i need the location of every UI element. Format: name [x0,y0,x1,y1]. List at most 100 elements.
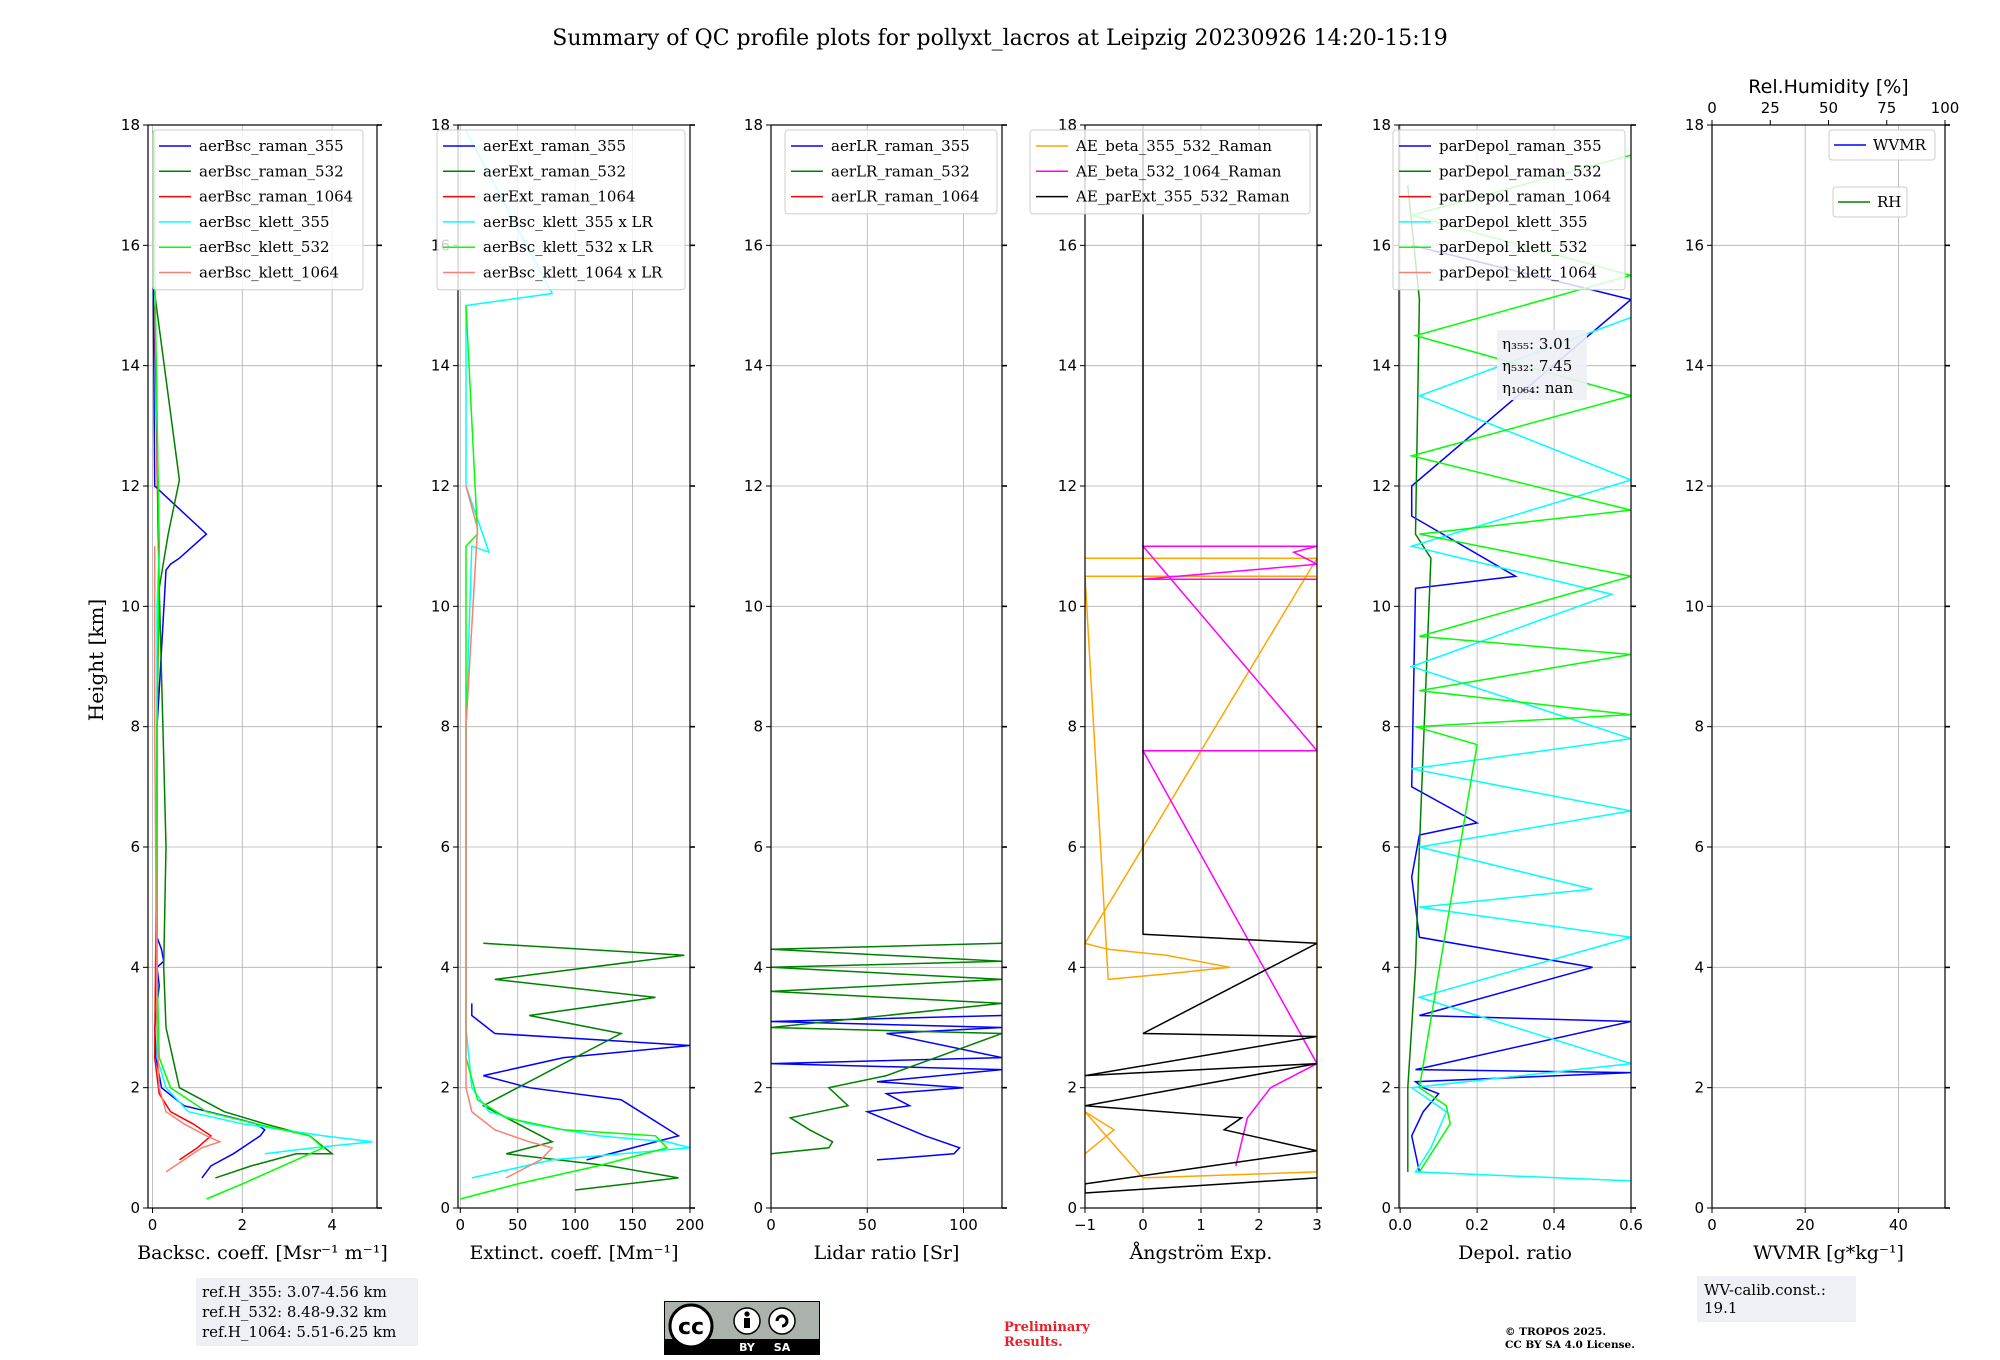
legend-label: aerBsc_klett_532 [199,238,330,256]
y-tick-label: 4 [130,958,140,976]
axes-frame [770,124,1003,1209]
y-tick-label: 0 [440,1199,450,1217]
legend-WVMR: WVMR [1828,129,1936,161]
top-x-tick-label: 50 [1819,99,1838,117]
series-group [460,130,690,1200]
y-tick-label: 10 [121,597,140,615]
axes-frame [1711,124,1946,1209]
x-tick-label: 0 [1138,1216,1148,1234]
legend-lr: aerLR_raman_355 aerLR_raman_532 aerLR_rama… [784,129,998,215]
y-tick-label: 12 [121,477,140,495]
top-x-tick-label: 100 [1931,99,1960,117]
legend-label: aerBsc_raman_532 [199,162,344,180]
y-tick-label: 16 [121,236,140,254]
y-tick-label: 0 [1067,1199,1077,1217]
y-tick-label: 6 [753,838,763,856]
y-tick-label: 10 [1058,597,1077,615]
y-tick-label: 12 [431,477,450,495]
series-line-parDepol_raman_532 [1407,185,1432,1172]
svg-text:cc: cc [678,1315,704,1340]
legend-box [152,129,364,291]
y-tick-label: 10 [431,597,450,615]
legend-label: parDepol_raman_355 [1439,137,1602,155]
x-tick-label: 0 [766,1216,776,1234]
figure-title: Summary of QC profile plots for pollyxt_… [552,26,1447,51]
series-line-AE_beta_532_1064_Raman [1141,545,1317,1167]
x-tick-label: 200 [676,1216,705,1234]
eta-line: η₁₀₆₄: nan [1502,379,1573,397]
top-x-tick-label: 25 [1761,99,1780,117]
y-tick-label: 4 [1694,958,1704,976]
panel-ext: 024681012141618050100150200Extinct. coef… [431,116,704,1264]
y-tick-label: 8 [130,718,140,736]
axes-frame [457,124,691,1209]
legend-label: aerBsc_klett_532 x LR [483,238,654,256]
x-tick-label: 0 [148,1216,158,1234]
top-axis-label: Rel.Humidity [%] [1748,76,1908,98]
badge-by: BY [739,1341,756,1354]
ref-height-532: ref.H_532: 8.48-9.32 km [202,1303,387,1321]
series-line-aerBsc_klett_1064 x LR [465,485,554,1179]
x-tick-label: 1 [1196,1216,1206,1234]
ref-height-1064: ref.H_1064: 5.51-6.25 km [202,1323,397,1341]
y-tick-label: 2 [1067,1079,1077,1097]
legend-label: aerExt_raman_1064 [483,188,636,206]
series-line-parDepol_raman_355 [1410,244,1631,1173]
preliminary-line-2: Results. [1004,1335,1063,1350]
series-line-aerBsc_klett_532 x LR [460,305,669,1200]
legend-label: aerBsc_raman_355 [199,137,344,155]
x-tick-label: 4 [327,1216,337,1234]
y-tick-label: 18 [744,116,763,134]
x-axis-label: Depol. ratio [1458,1242,1572,1264]
x-tick-label: 40 [1889,1216,1908,1234]
series-line-aerLR_raman_532 [771,942,1002,1155]
y-tick-label: 2 [130,1079,140,1097]
legend-label: aerLR_raman_355 [831,137,970,155]
top-x-tick-label: 75 [1877,99,1896,117]
series-line-aerBsc_klett_355 x LR [465,130,690,1179]
legend-label: aerBsc_klett_1064 x LR [483,264,663,282]
legend-depol: parDepol_raman_355 parDepol_raman_532 parD… [1392,129,1626,291]
x-tick-label: 2 [1254,1216,1264,1234]
series-line-parDepol_klett_355 [1408,316,1631,1182]
legend-label: parDepol_klett_532 [1439,238,1588,256]
legend-label: aerLR_raman_1064 [831,188,979,206]
y-tick-label: 8 [1067,718,1077,736]
legend-label: aerBsc_klett_355 [199,213,330,231]
annotation-box [1497,330,1587,400]
y-tick-label: 0 [753,1199,763,1217]
x-tick-label: 150 [618,1216,647,1234]
series-group [1407,154,1631,1182]
legend-label: aerLR_raman_532 [831,162,970,180]
series-group [152,131,373,1200]
y-tick-label: 12 [1372,477,1391,495]
y-tick-label: 14 [1372,357,1391,375]
legend-label: AE_beta_355_532_Raman [1075,137,1272,155]
ref-height-355: ref.H_355: 3.07-4.56 km [202,1283,387,1301]
legend-label: AE_parExt_355_532_Raman [1075,188,1290,206]
copyright-line-1: © TROPOS 2025. [1505,1326,1607,1338]
y-tick-label: 10 [1685,597,1704,615]
legend-box [1029,129,1311,215]
y-tick-label: 2 [1381,1079,1391,1097]
cc-by-sa-badge: cc BY SA [664,1301,820,1355]
panel-lr: 0 2 4 6 8 10 12 14 16 18 0 50 100 Lidar ratio [Sr] aer… [744,116,1007,1264]
x-axis-label: Extinct. coeff. [Mm⁻¹] [469,1242,678,1264]
legend-label: parDepol_klett_355 [1439,213,1588,231]
x-tick-label: 50 [858,1216,877,1234]
legend-label: WVMR [1873,136,1927,154]
y-tick-label: 4 [1067,958,1077,976]
x-tick-label: 0.2 [1465,1216,1489,1234]
legend-RH: RH [1832,186,1908,218]
y-tick-label: 18 [121,116,140,134]
y-tick-label: 0 [1694,1199,1704,1217]
x-axis-label: Backsc. coeff. [Msr⁻¹ m⁻¹] [137,1242,388,1264]
series-line-aerBsc_klett_532 [153,131,325,1200]
series-line-aerExt_raman_355 [471,1003,690,1161]
x-tick-label: 2 [238,1216,248,1234]
panel-bsc: 0 2 4 6 8 10 12 14 16 18 0 2 4 Backsc. coeff. [Msr⁻¹ … [121,116,388,1264]
y-tick-label: 8 [1694,718,1704,736]
